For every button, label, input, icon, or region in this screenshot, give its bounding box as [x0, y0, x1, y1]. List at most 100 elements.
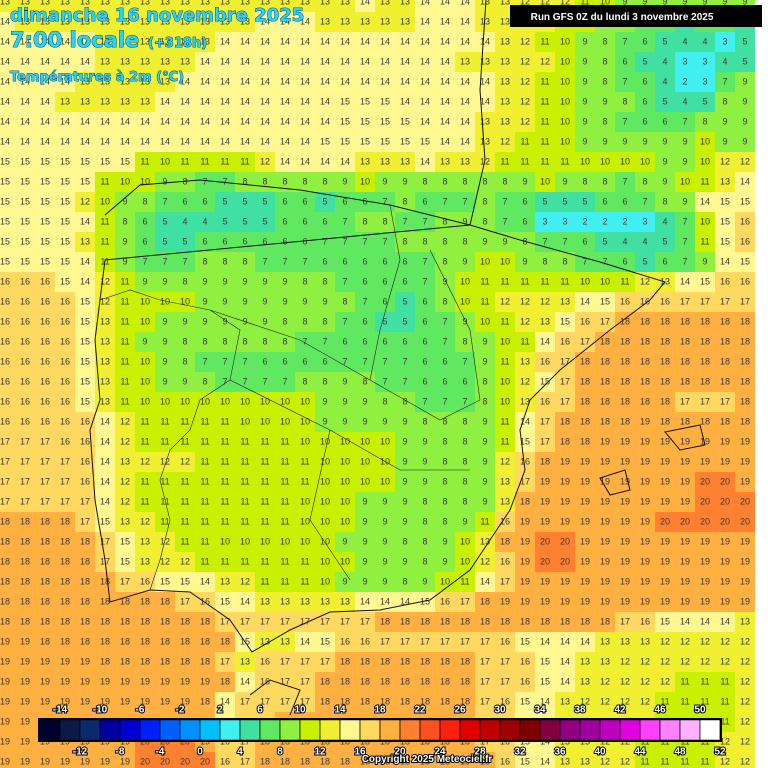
temperature-cell [15, 552, 35, 572]
temperature-value: 10 [180, 296, 190, 306]
temperature-cell [115, 672, 135, 692]
temperature-cell [235, 12, 255, 32]
temperature-value: 14 [340, 56, 350, 66]
temperature-value: 11 [480, 296, 489, 306]
temperature-value: 6 [422, 196, 427, 206]
temperature-cell [315, 372, 335, 392]
temperature-value: 14 [80, 216, 90, 226]
temperature-value: 15 [0, 196, 10, 206]
temperature-cell [315, 652, 335, 672]
temperature-value: 13 [20, 16, 30, 26]
temperature-cell [535, 72, 555, 92]
temperature-value: 9 [662, 0, 667, 6]
temperature-cell [435, 52, 455, 72]
temperature-value: 6 [282, 236, 287, 246]
temperature-cell [75, 252, 95, 272]
temperature-value: 15 [340, 96, 350, 106]
temperature-value: 20 [720, 516, 730, 526]
temperature-cell [235, 272, 255, 292]
temperature-value: 15 [720, 236, 730, 246]
temperature-value: 14 [460, 116, 470, 126]
temperature-value: 19 [160, 676, 170, 686]
temperature-value: 7 [362, 356, 367, 366]
temperature-value: 10 [300, 536, 310, 546]
temperature-value: 8 [602, 76, 607, 86]
temperature-value: 18 [600, 616, 610, 626]
temperature-value: 10 [500, 376, 510, 386]
temperature-value: 18 [720, 316, 730, 326]
colorbar-cell [219, 719, 241, 741]
temperature-value: 10 [340, 496, 350, 506]
temperature-cell [315, 72, 335, 92]
temperature-cell [475, 272, 495, 292]
temperature-value: 9 [742, 0, 747, 6]
temperature-cell [435, 312, 455, 332]
temperature-cell [435, 392, 455, 412]
temperature-cell [315, 552, 335, 572]
temperature-value: 13 [20, 0, 30, 6]
temperature-value: 5 [602, 236, 607, 246]
temperature-value: 16 [20, 316, 30, 326]
temperature-value: 6 [342, 196, 347, 206]
temperature-cell [555, 372, 575, 392]
temperature-value: 14 [360, 596, 370, 606]
temperature-cell [295, 752, 315, 768]
temperature-cell [355, 632, 375, 652]
temperature-cell [615, 432, 635, 452]
temperature-cell [455, 472, 475, 492]
temperature-cell [215, 552, 235, 572]
temperature-cell [455, 672, 475, 692]
temperature-value: 14 [380, 76, 390, 86]
temperature-value: 14 [300, 76, 310, 86]
temperature-value: 18 [680, 316, 690, 326]
temperature-value: 10 [460, 296, 470, 306]
temperature-cell [395, 12, 415, 32]
temperature-value: 10 [140, 296, 150, 306]
temperature-value: 6 [362, 196, 367, 206]
temperature-value: 15 [40, 256, 50, 266]
temperature-value: 13 [400, 156, 410, 166]
temperature-value: 14 [0, 16, 10, 26]
temperature-cell [395, 172, 415, 192]
temperature-cell [215, 252, 235, 272]
temperature-value: 12 [740, 756, 750, 766]
temperature-value: 6 [302, 236, 307, 246]
temperature-value: 13 [480, 136, 490, 146]
temperature-value: 8 [462, 436, 467, 446]
temperature-value: 10 [280, 416, 290, 426]
temperature-cell [615, 352, 635, 372]
temperature-cell [255, 652, 275, 672]
temperature-cell [375, 132, 395, 152]
temperature-value: 18 [740, 416, 750, 426]
temperature-cell [155, 672, 175, 692]
temperature-value: 16 [200, 596, 210, 606]
temperature-value: 18 [620, 396, 630, 406]
temperature-value: 18 [700, 316, 710, 326]
temperature-value: 9 [122, 236, 127, 246]
temperature-cell [195, 612, 215, 632]
temperature-cell [555, 232, 575, 252]
temperature-cell [675, 272, 695, 292]
temperature-value: 17 [20, 496, 30, 506]
temperature-cell [695, 372, 715, 392]
temperature-value: 6 [322, 216, 327, 226]
temperature-cell [215, 592, 235, 612]
temperature-value: 9 [222, 316, 227, 326]
temperature-cell [155, 212, 175, 232]
temperature-value: 18 [700, 356, 710, 366]
colorbar-cell [139, 719, 161, 741]
temperature-cell [0, 292, 15, 312]
temperature-cell [55, 172, 75, 192]
temperature-cell [195, 692, 215, 712]
temperature-value: 20 [740, 516, 750, 526]
temperature-cell [35, 552, 55, 572]
temperature-cell [15, 92, 35, 112]
temperature-value: 19 [20, 656, 30, 666]
temperature-value: 11 [300, 556, 309, 566]
temperature-cell [335, 252, 355, 272]
temperature-value: 18 [440, 676, 450, 686]
temperature-cell [575, 352, 595, 372]
temperature-value: 13 [580, 656, 590, 666]
temperature-cell [675, 612, 695, 632]
temperature-cell [715, 232, 735, 252]
